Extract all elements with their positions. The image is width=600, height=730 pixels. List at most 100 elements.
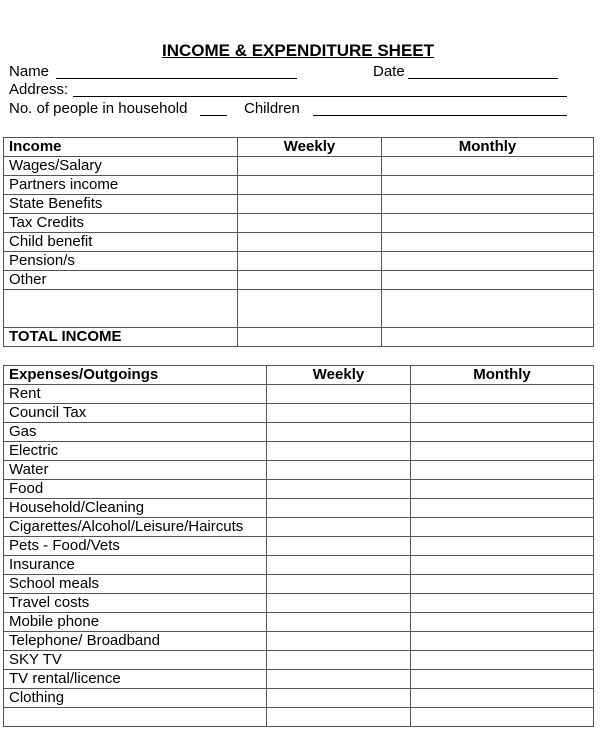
cell <box>410 479 594 499</box>
row: Gas <box>3 422 594 442</box>
cell <box>237 156 382 176</box>
row-label: Clothing <box>3 688 267 708</box>
row-label: Child benefit <box>3 232 238 252</box>
cell <box>266 593 411 613</box>
row-label: Electric <box>3 441 267 461</box>
row: Clothing <box>3 688 594 708</box>
name-label: Name <box>9 63 50 80</box>
row-label: Wages/Salary <box>3 156 238 176</box>
cell <box>266 422 411 442</box>
row: Pension/s <box>3 251 594 271</box>
cell <box>381 232 594 252</box>
row-label: Partners income <box>3 175 238 195</box>
cell <box>237 270 382 290</box>
cell <box>410 441 594 461</box>
column-header: Monthly <box>381 137 594 157</box>
row: Food <box>3 479 594 499</box>
cell <box>266 669 411 689</box>
row-label: Water <box>3 460 267 480</box>
cell <box>410 631 594 651</box>
row: Telephone/ Broadband <box>3 631 594 651</box>
cell <box>266 441 411 461</box>
row-label: Insurance <box>3 555 267 575</box>
row: Wages/Salary <box>3 156 594 176</box>
row-label: Telephone/ Broadband <box>3 631 267 651</box>
row-label: Pets - Food/Vets <box>3 536 267 556</box>
cell <box>237 327 382 347</box>
blank-row <box>3 289 594 328</box>
cell <box>381 289 594 328</box>
row-label: Pension/s <box>3 251 238 271</box>
row-label: Household/Cleaning <box>3 498 267 518</box>
cell <box>410 688 594 708</box>
cell <box>410 422 594 442</box>
cell <box>3 707 267 727</box>
address-label: Address: <box>9 81 69 98</box>
cell <box>266 498 411 518</box>
cell <box>237 213 382 233</box>
cell <box>410 555 594 575</box>
cell <box>237 175 382 195</box>
cell <box>237 232 382 252</box>
row: Tax Credits <box>3 213 594 233</box>
cell <box>410 574 594 594</box>
row: School meals <box>3 574 594 594</box>
cell <box>381 327 594 347</box>
column-header: Weekly <box>266 365 411 385</box>
cell <box>410 669 594 689</box>
row-label: Mobile phone <box>3 612 267 632</box>
row: TV rental/licence <box>3 669 594 689</box>
cell <box>381 213 594 233</box>
cell <box>410 498 594 518</box>
cell <box>266 536 411 556</box>
cell <box>410 517 594 537</box>
cell <box>381 270 594 290</box>
row-label: Tax Credits <box>3 213 238 233</box>
table-body: Income Weekly Monthly Wages/Salary Partners … <box>3 137 594 347</box>
expenses-table: Expenses/Outgoings Weekly Monthly Rent Counc… <box>3 365 594 727</box>
cell <box>266 479 411 499</box>
cell <box>237 194 382 214</box>
cell <box>410 536 594 556</box>
cell <box>266 650 411 670</box>
table-body: Expenses/Outgoings Weekly Monthly Rent Counc… <box>3 365 594 727</box>
cell <box>266 574 411 594</box>
cell <box>410 612 594 632</box>
row-label: Other <box>3 270 238 290</box>
row-label: Rent <box>3 384 267 404</box>
row-label: TOTAL INCOME <box>3 327 238 347</box>
cell <box>266 403 411 423</box>
row: Insurance <box>3 555 594 575</box>
household-line <box>200 115 227 116</box>
header-row: Expenses/Outgoings Weekly Monthly <box>3 365 594 385</box>
column-header: Expenses/Outgoings <box>3 365 267 385</box>
cell <box>410 707 594 727</box>
cell <box>237 289 382 328</box>
household-label: No. of people in household <box>9 100 188 117</box>
row: Mobile phone <box>3 612 594 632</box>
row: Other <box>3 270 594 290</box>
cell <box>410 384 594 404</box>
date-label: Date <box>373 63 405 80</box>
cell <box>410 593 594 613</box>
cell <box>237 251 382 271</box>
row-label: State Benefits <box>3 194 238 214</box>
cell <box>381 194 594 214</box>
cell <box>381 251 594 271</box>
cell <box>381 156 594 176</box>
row-label: Council Tax <box>3 403 267 423</box>
cell <box>266 555 411 575</box>
cell <box>266 517 411 537</box>
column-header: Weekly <box>237 137 382 157</box>
row: Water <box>3 460 594 480</box>
cell <box>266 707 411 727</box>
blank-row <box>3 707 594 727</box>
cell <box>410 460 594 480</box>
cell <box>266 612 411 632</box>
date-line <box>408 78 558 79</box>
cell <box>410 650 594 670</box>
row-label: Travel costs <box>3 593 267 613</box>
cell <box>266 460 411 480</box>
cell <box>266 384 411 404</box>
